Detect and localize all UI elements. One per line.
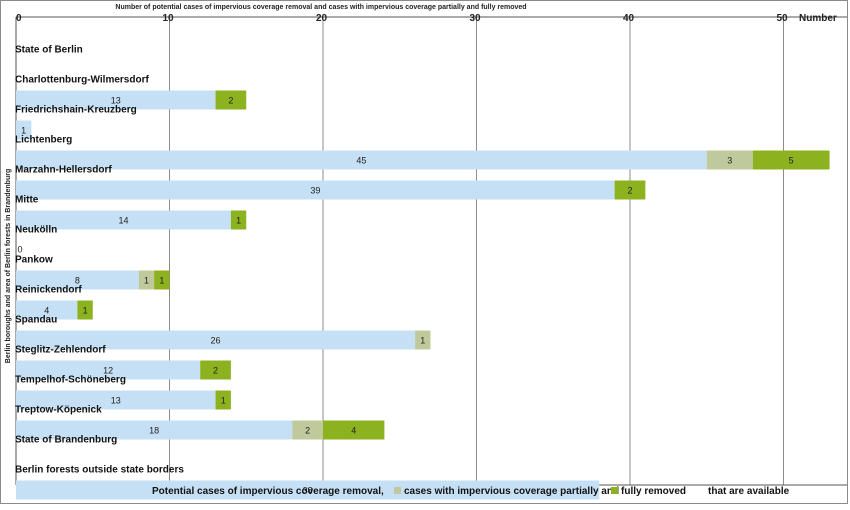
bar-segment (752, 150, 830, 170)
bar-segment (16, 360, 201, 380)
category-label: Spandau (15, 315, 57, 326)
data-label: 5 (789, 156, 794, 166)
legend-label: cases with impervious coverage partially… (404, 486, 619, 497)
data-label: 1 (221, 396, 226, 406)
category-label: Marzahn-Hellersdorf (15, 165, 112, 176)
bar-segment (16, 420, 293, 440)
category-label: Pankow (15, 255, 53, 266)
bar-segment (77, 300, 93, 320)
category-label: Steglitz-Zehlendorf (15, 345, 106, 356)
category-label: Treptow-Köpenick (15, 405, 102, 416)
bar-segment (16, 120, 32, 140)
bar-segment (16, 480, 600, 500)
data-label: 4 (351, 426, 356, 436)
data-label: 1 (236, 216, 241, 226)
data-label: 12 (103, 366, 113, 376)
bar-segment (154, 270, 170, 290)
row-labels: State of Berlin Charlottenburg-Wilmersdor… (15, 45, 184, 476)
data-label: 18 (149, 426, 159, 436)
bar-segment (323, 420, 385, 440)
category-label: Mitte (15, 195, 39, 206)
data-label: 45 (356, 156, 366, 166)
category-label: Tempelhof-Schöneberg (15, 375, 126, 386)
data-label: 2 (228, 96, 233, 106)
legend-swatch (611, 487, 618, 494)
bar-segment (230, 210, 247, 230)
x-tick-label: 30 (470, 13, 482, 24)
data-label: 0 (17, 245, 22, 255)
category-label: Friedrichshain-Kreuzberg (15, 105, 137, 116)
x-tick-label: 20 (316, 13, 328, 24)
bar-segment (16, 390, 216, 410)
bar-segment (16, 90, 216, 110)
bar-segment (16, 300, 78, 320)
bar-segment (16, 180, 615, 200)
data-label: 39 (310, 186, 320, 196)
bar-segment (292, 420, 323, 440)
section-heading: State of Brandenburg (15, 435, 117, 446)
bar-segment (706, 150, 753, 170)
data-label: 13 (111, 396, 121, 406)
data-label: 14 (118, 216, 128, 226)
data-label: 1 (21, 126, 26, 136)
legend-swatch (394, 487, 401, 494)
data-label: 1 (144, 276, 149, 286)
y-axis-label: Berlin boroughs and area of Berlin fores… (5, 169, 12, 363)
bar-segment (200, 360, 231, 380)
legend-label: fully removed (621, 486, 686, 497)
legend-swatch (142, 487, 149, 494)
data-label: 26 (211, 336, 221, 346)
bar-segment (614, 180, 646, 200)
x-tick-label: 0 (16, 13, 22, 24)
legend-label: that are available (708, 486, 790, 497)
x-tick-label: 10 (163, 13, 175, 24)
x-tick-label: 50 (777, 13, 789, 24)
x-ticks: 0 10 20 30 40 50 (16, 13, 788, 24)
data-label: 1 (83, 306, 88, 316)
data-label: 1 (420, 336, 425, 346)
category-label: Reinickendorf (15, 285, 82, 296)
bar-segment (16, 330, 416, 350)
bar-segment (215, 90, 247, 110)
data-label: 3 (727, 156, 732, 166)
bar-segment (16, 210, 231, 230)
grid (15, 16, 847, 486)
category-label: Charlottenburg-Wilmersdorf (15, 75, 149, 86)
bar-segment (16, 270, 139, 290)
data-label: 1 (159, 276, 164, 286)
category-label: Lichtenberg (15, 135, 72, 146)
bar-segment (16, 150, 707, 170)
data-label: 13 (111, 96, 121, 106)
legend: Potential cases of impervious coverage r… (142, 486, 790, 497)
bar-segment (415, 330, 431, 350)
section-heading: State of Berlin (15, 45, 83, 56)
x-axis-label: Number (799, 13, 837, 24)
chart-title: Number of potential cases of impervious … (115, 4, 526, 11)
bar-segment (138, 270, 155, 290)
data-label: 38 (303, 486, 313, 496)
bar-segment (215, 390, 231, 410)
data-label: 4 (44, 306, 49, 316)
data-label: 2 (627, 186, 632, 196)
category-label: Berlin forests outside state borders (15, 465, 184, 476)
data-label: 8 (75, 276, 80, 286)
x-tick-label: 40 (623, 13, 635, 24)
data-label: 2 (213, 366, 218, 376)
category-label: Neukölln (15, 225, 57, 236)
legend-label: Potential cases of impervious coverage r… (152, 486, 384, 497)
data-label: 2 (305, 426, 310, 436)
